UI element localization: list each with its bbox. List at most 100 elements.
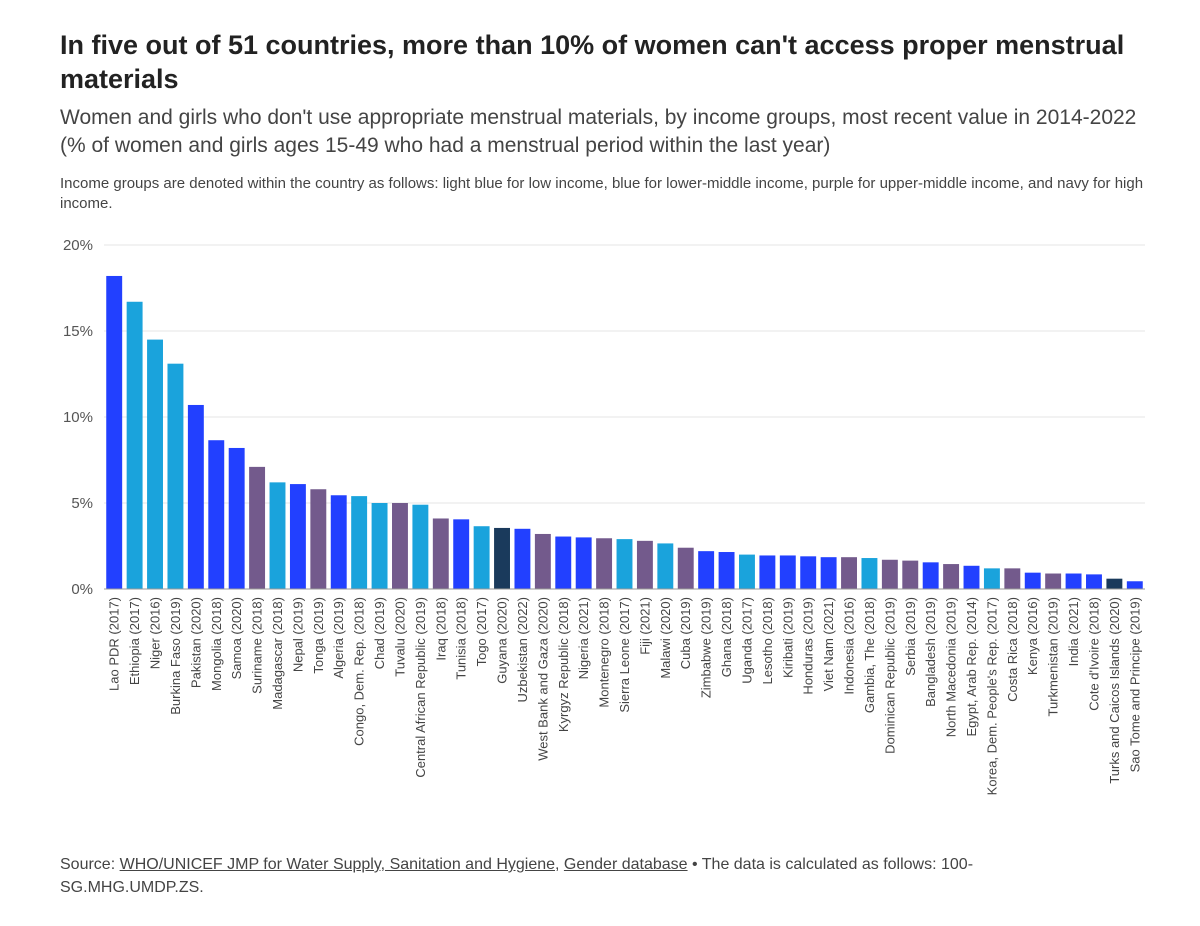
bar[interactable] [351,496,368,589]
bar[interactable] [657,543,674,589]
bar[interactable] [330,495,347,589]
x-tick-label: Tunisia (2018) [454,597,469,680]
bar[interactable] [1126,581,1143,589]
x-tick-label: Serbia (2019) [903,597,918,676]
bar[interactable] [1004,568,1021,589]
x-tick-label: West Bank and Gaza (2020) [535,597,550,761]
bar[interactable] [371,503,388,589]
x-tick-label: Cuba (2019) [678,597,693,669]
bar[interactable] [289,484,306,589]
bar[interactable] [983,568,1000,589]
source-prefix: Source: [60,856,120,873]
bar[interactable] [269,482,286,589]
x-tick-label: Ethiopia (2017) [127,597,142,685]
bar[interactable] [432,518,449,589]
bar[interactable] [779,555,796,589]
bar[interactable] [616,539,633,589]
bar[interactable] [820,557,837,589]
income-group-note: Income groups are denoted within the cou… [60,175,1144,212]
source-link-gender-database[interactable]: Gender database [563,856,688,873]
bar[interactable] [555,536,572,589]
y-tick-label: 5% [71,495,93,512]
bar[interactable] [208,440,225,589]
bar[interactable] [963,565,980,589]
bar[interactable] [1065,573,1082,589]
x-tick-label: Sao Tome and Principe (2019) [1127,597,1142,772]
bar[interactable] [636,540,653,589]
bar[interactable] [534,533,551,589]
bar[interactable] [167,363,184,589]
bar[interactable] [1024,572,1041,589]
bar[interactable] [1106,578,1123,589]
bar[interactable] [126,301,143,589]
bar[interactable] [494,527,510,589]
bar[interactable] [841,557,857,589]
x-tick-label: Fiji (2021) [637,597,652,655]
bar[interactable] [310,489,327,589]
source-separator: , [555,856,564,873]
x-tick-label: Tuvalu (2020) [392,597,407,677]
bar[interactable] [739,554,755,589]
chart-title: In five out of 51 countries, more than 1… [60,30,1125,94]
x-tick-label: Kenya (2016) [1025,597,1040,675]
x-tick-label: Malawi (2020) [658,597,673,679]
x-tick-label: Uganda (2017) [739,597,754,684]
bar[interactable] [473,526,490,589]
bar[interactable] [453,519,470,589]
x-tick-label: Iraq (2018) [433,597,448,661]
source-footer: Source: WHO/UNICEF JMP for Water Supply,… [60,853,1060,899]
bar[interactable] [677,547,694,589]
bar[interactable] [187,404,204,589]
x-tick-label: Dominican Republic (2019) [882,597,897,754]
bar-chart: 0% 5% 10% 15% 20% Lao PDR (2017) Ethiopia (20… [63,237,1145,795]
x-tick-label: Lao PDR (2017) [107,597,122,691]
bar[interactable] [514,528,531,589]
x-tick-label: Honduras (2019) [801,597,816,695]
x-tick-label: Sierra Leone (2017) [617,597,632,713]
x-tick-label: Suriname (2018) [250,597,265,694]
y-tick-label: 10% [63,409,93,426]
bar[interactable] [759,555,776,589]
x-tick-label: Samoa (2020) [229,597,244,679]
bar[interactable] [922,562,939,589]
x-tick-label: Cote d'Ivoire (2018) [1086,597,1101,711]
x-tick-label: Nepal (2019) [290,597,305,672]
x-tick-label: Gambia, The (2018) [862,597,877,713]
bar[interactable] [1045,573,1062,589]
x-tick-label: Niger (2016) [148,597,163,669]
x-tick-label: Burkina Faso (2019) [168,597,183,715]
bar[interactable] [147,339,163,589]
source-link-jmp[interactable]: WHO/UNICEF JMP for Water Supply, Sanitat… [119,856,556,873]
bar[interactable] [412,504,429,589]
x-tick-label: Madagascar (2018) [270,597,285,710]
bar[interactable] [800,556,817,589]
x-tick-label: Kyrgyz Republic (2018) [556,597,571,732]
x-tick-label: Korea, Dem. People's Rep. (2017) [984,597,999,795]
x-tick-label: India (2021) [1066,597,1081,666]
x-tick-label: Indonesia (2016) [842,597,857,695]
calculation-note: • The data is calculated as follows: 100… [60,856,974,896]
bar[interactable] [902,560,919,589]
x-tick-label: Chad (2019) [372,597,387,669]
x-tick-label: Nigeria (2021) [576,597,591,679]
bar[interactable] [228,447,245,589]
x-tick-label: Congo, Dem. Rep. (2018) [352,597,367,746]
y-tick-label: 0% [71,581,93,598]
bar[interactable] [392,503,408,589]
bar[interactable] [106,275,123,589]
x-tick-label: Egypt, Arab Rep. (2014) [964,597,979,736]
bar[interactable] [881,559,898,589]
bar[interactable] [1086,574,1102,589]
bar[interactable] [943,564,960,589]
x-tick-label: Tonga (2019) [311,597,326,674]
x-tick-label: Zimbabwe (2019) [699,597,714,698]
bar[interactable] [718,552,735,589]
bar[interactable] [575,537,592,589]
x-tick-label: Guyana (2020) [495,597,510,684]
x-tick-label: Mongolia (2018) [209,597,224,691]
bar[interactable] [249,466,266,589]
bar[interactable] [861,558,878,589]
bar[interactable] [596,538,613,589]
bars [106,275,1143,589]
bar[interactable] [698,551,715,589]
